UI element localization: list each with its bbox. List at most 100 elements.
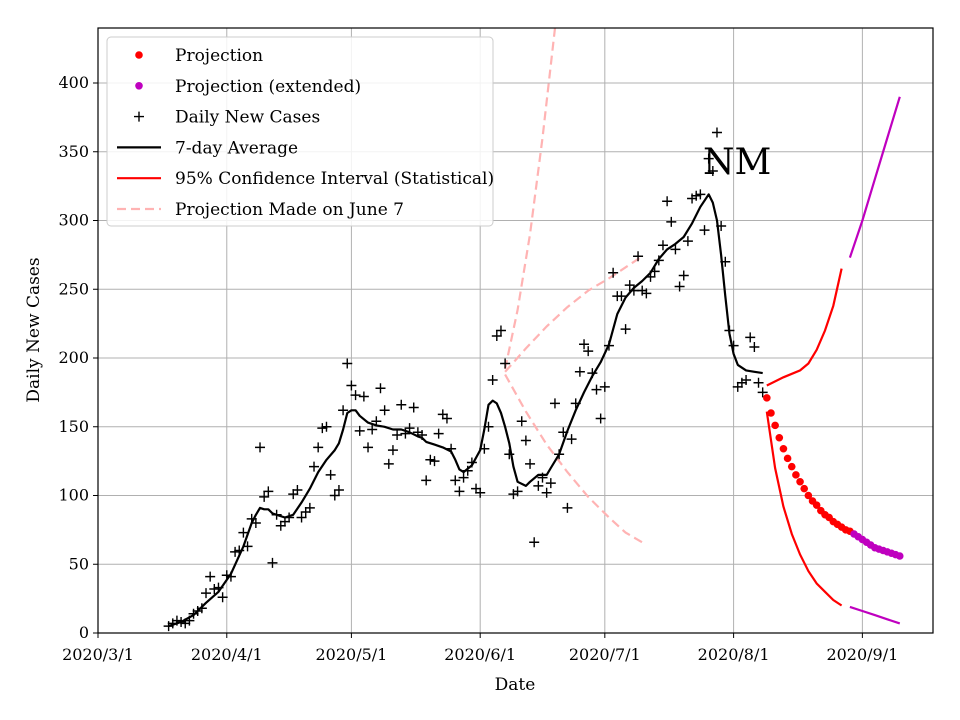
- daily-case-point: [579, 339, 590, 350]
- projection-point: [771, 421, 779, 430]
- daily-case-point: [678, 270, 689, 281]
- daily-case-point: [674, 281, 685, 292]
- y-tick-label: 50: [69, 554, 89, 573]
- daily-case-point: [608, 267, 619, 278]
- daily-case-point: [396, 399, 407, 410]
- legend-label: Projection: [175, 46, 263, 66]
- daily-case-point: [313, 442, 324, 453]
- daily-case-point: [591, 384, 602, 395]
- daily-case-point: [516, 416, 527, 427]
- daily-case-point: [682, 236, 693, 247]
- daily-case-point: [296, 512, 307, 523]
- ci-upper-line: [766, 268, 843, 387]
- daily-case-point: [255, 442, 266, 453]
- daily-case-point: [259, 491, 270, 502]
- daily-case-point: [570, 398, 581, 409]
- daily-case-point: [363, 442, 374, 453]
- daily-case-point: [475, 487, 486, 498]
- projection-point: [812, 501, 821, 509]
- daily-case-point: [757, 387, 768, 398]
- projection-point: [800, 484, 809, 493]
- daily-case-point: [745, 332, 756, 343]
- daily-case-point: [583, 346, 594, 357]
- y-tick-label: 400: [58, 73, 89, 92]
- y-tick-label: 200: [58, 348, 89, 367]
- x-axis-label: Date: [495, 675, 536, 695]
- x-tick-label: 2020/5/1: [315, 645, 387, 664]
- daily-case-point: [495, 325, 506, 336]
- x-tick-label: 2020/7/1: [569, 645, 641, 664]
- daily-case-point: [649, 266, 660, 277]
- daily-case-point: [317, 423, 328, 434]
- daily-case-point: [358, 391, 369, 402]
- june7-projection-upper-line: [504, 27, 557, 370]
- legend-box: [106, 36, 494, 227]
- daily-case-point: [304, 502, 315, 513]
- daily-case-point: [350, 390, 361, 401]
- legend-label: 95% Confidence Interval (Statistical): [175, 169, 494, 189]
- daily-case-point: [491, 331, 502, 341]
- projection-point: [792, 471, 800, 479]
- daily-case-point: [367, 424, 378, 435]
- daily-case-point: [624, 280, 635, 291]
- y-tick-label: 300: [58, 211, 89, 230]
- x-tick-label: 2020/9/1: [826, 645, 898, 664]
- daily-case-point: [425, 454, 436, 465]
- daily-case-point: [724, 325, 735, 336]
- daily-case-point: [728, 340, 739, 351]
- daily-case-point: [271, 509, 282, 520]
- daily-case-point: [653, 255, 664, 266]
- legend-label: Projection Made on June 7: [175, 200, 404, 220]
- daily-case-point: [408, 402, 419, 413]
- daily-case-point: [562, 502, 573, 513]
- ticks: 2020/3/1 2020/4/1 2020/5/1 2020/6/1 2020/7/1…: [58, 73, 898, 664]
- daily-case-point: [329, 490, 340, 501]
- daily-case-point: [250, 518, 261, 528]
- daily-case-point: [500, 358, 511, 369]
- daily-case-point: [342, 358, 353, 369]
- daily-case-point: [354, 425, 365, 436]
- daily-case-point: [371, 416, 382, 427]
- daily-case-point: [616, 291, 627, 302]
- projection-point: [763, 394, 771, 402]
- legend-marker-dot: [135, 51, 143, 59]
- ci-extended-lower-line: [849, 605, 901, 625]
- daily-case-point: [300, 507, 311, 517]
- y-tick-label: 150: [58, 417, 89, 436]
- y-tick-label: 100: [58, 486, 89, 505]
- legend-marker-dot: [135, 82, 143, 90]
- projection-point: [787, 462, 796, 471]
- x-tick-label: 2020/3/1: [62, 645, 134, 664]
- daily-case-point: [267, 557, 278, 568]
- daily-case-point: [529, 537, 540, 548]
- ci-lower-line: [765, 411, 843, 607]
- daily-case-point: [483, 421, 494, 432]
- daily-case-point: [242, 541, 253, 552]
- daily-case-point: [400, 428, 411, 439]
- legend-label: Projection (extended): [175, 77, 361, 97]
- daily-case-point: [234, 545, 245, 556]
- daily-case-point: [716, 221, 727, 231]
- daily-case-point: [246, 513, 257, 524]
- projection-point: [775, 433, 784, 442]
- daily-case-point: [541, 487, 552, 498]
- daily-case-point: [176, 617, 187, 627]
- daily-case-point: [695, 189, 706, 200]
- daily-case-point: [338, 405, 349, 416]
- daily-case-point: [699, 225, 710, 236]
- daily-case-point: [392, 430, 403, 440]
- daily-case-point: [379, 405, 390, 416]
- series-layer: [163, 27, 904, 632]
- daily-case-point: [404, 423, 415, 434]
- y-tick-label: 350: [58, 142, 89, 161]
- daily-case-point: [171, 615, 182, 626]
- daily-case-point: [205, 571, 216, 582]
- daily-case-point: [703, 153, 714, 164]
- daily-case-point: [753, 377, 764, 388]
- daily-case-point: [288, 489, 299, 500]
- daily-case-point: [741, 375, 752, 385]
- daily-case-point: [462, 465, 473, 476]
- daily-case-point: [458, 472, 469, 483]
- projection-extended-point: [895, 552, 904, 560]
- daily-case-point: [209, 584, 220, 594]
